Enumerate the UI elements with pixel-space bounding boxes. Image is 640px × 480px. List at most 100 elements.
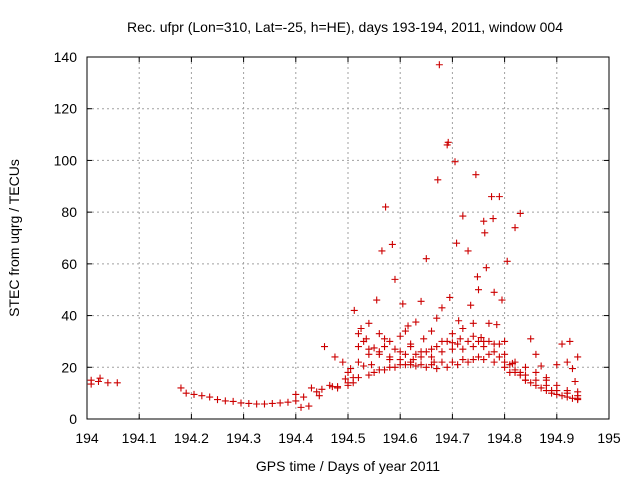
data-point (214, 396, 221, 404)
data-point (417, 297, 425, 305)
data-point (339, 358, 347, 366)
data-point (433, 314, 441, 322)
data-point (177, 384, 185, 392)
data-point (386, 353, 394, 361)
data-point (503, 257, 511, 265)
data-point (532, 350, 540, 358)
grid (87, 57, 609, 419)
data-point (375, 330, 383, 338)
data-point (422, 348, 430, 356)
data-point (485, 350, 493, 358)
data-point (459, 325, 467, 332)
data-point (113, 379, 121, 387)
data-point (237, 399, 245, 407)
data-point (537, 384, 545, 392)
data-point (434, 176, 442, 184)
data-point (370, 368, 378, 376)
data-point (495, 340, 503, 348)
data-point (489, 215, 497, 223)
data-point (229, 397, 237, 405)
data-point (420, 335, 428, 343)
data-point (568, 365, 576, 373)
data-point (433, 343, 441, 351)
data-point (318, 385, 326, 393)
data-point (300, 393, 308, 401)
data-point (292, 390, 300, 398)
data-point (435, 61, 443, 69)
data-point (472, 171, 480, 179)
data-point (438, 358, 446, 366)
data-point (297, 403, 305, 411)
data-point (428, 327, 436, 335)
x-tick-label: 194.1 (122, 430, 157, 446)
data-point (253, 400, 261, 408)
x-tick-label: 194.7 (435, 430, 470, 446)
data-point (469, 332, 477, 340)
data-point (495, 353, 503, 361)
data-point (391, 363, 399, 371)
data-point (391, 275, 399, 283)
data-point (354, 343, 362, 351)
data-point (537, 362, 545, 370)
data-point (334, 384, 342, 392)
data-point (382, 203, 390, 211)
data-point (198, 392, 206, 400)
data-point (571, 378, 579, 386)
data-point (464, 358, 472, 366)
data-point (245, 399, 253, 407)
data-point (87, 376, 95, 384)
data-point (563, 358, 571, 366)
data-point (501, 337, 509, 345)
data-point (401, 361, 409, 369)
data-point (459, 212, 467, 220)
data-point (485, 319, 493, 327)
data-point (365, 371, 373, 379)
data-point (527, 335, 535, 343)
data-point (344, 368, 352, 376)
data-point (574, 396, 582, 404)
data-point (428, 361, 436, 369)
data-point (464, 337, 472, 345)
data-point (563, 393, 571, 401)
data-point (276, 399, 284, 407)
data-point (354, 330, 362, 338)
data-point (396, 332, 404, 340)
data-point (401, 327, 409, 335)
data-point (381, 335, 389, 343)
data-point (459, 345, 467, 353)
data-point (260, 400, 268, 408)
x-axis-label: GPS time / Days of year 2011 (256, 458, 440, 474)
data-points (87, 61, 582, 411)
data-point (315, 392, 323, 400)
data-point (433, 365, 441, 373)
data-point (443, 363, 451, 371)
data-point (347, 365, 355, 373)
data-point (307, 384, 315, 392)
data-point (477, 334, 485, 342)
x-tick-label: 194.4 (278, 430, 313, 446)
data-point (488, 193, 496, 201)
data-point (412, 350, 420, 358)
data-point (388, 240, 396, 248)
y-axis-label: STEC from uqrg / TECUs (6, 159, 22, 317)
data-point (365, 319, 373, 327)
data-point (206, 393, 214, 401)
data-point (373, 296, 381, 304)
x-tick-label: 194.2 (174, 430, 209, 446)
data-point (527, 379, 535, 387)
data-point (501, 350, 509, 358)
data-point (453, 239, 461, 247)
y-tick-label: 100 (54, 152, 78, 168)
data-point (341, 375, 349, 383)
data-point (428, 353, 436, 361)
x-tick-label: 195 (597, 430, 621, 446)
y-tick-label: 120 (54, 101, 78, 117)
data-point (467, 301, 475, 309)
data-point (498, 296, 506, 304)
data-point (516, 368, 524, 376)
data-point (548, 389, 556, 397)
y-tick-label: 20 (61, 359, 77, 375)
data-point (378, 247, 386, 255)
y-tick-label: 140 (54, 49, 78, 65)
data-point (459, 356, 467, 364)
